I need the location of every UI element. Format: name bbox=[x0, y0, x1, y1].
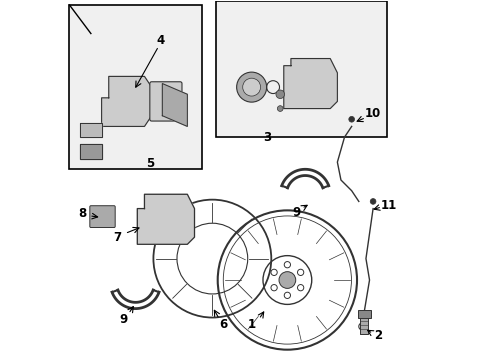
Circle shape bbox=[348, 116, 354, 122]
Circle shape bbox=[279, 272, 295, 288]
Text: 10: 10 bbox=[364, 107, 381, 120]
Text: 5: 5 bbox=[145, 157, 154, 170]
Polygon shape bbox=[102, 76, 151, 126]
Polygon shape bbox=[283, 59, 337, 109]
Bar bbox=[357, 310, 370, 318]
Text: 1: 1 bbox=[247, 318, 255, 331]
Polygon shape bbox=[80, 144, 102, 158]
Text: 9: 9 bbox=[119, 313, 127, 326]
Circle shape bbox=[275, 90, 284, 99]
Bar bbox=[359, 314, 367, 334]
Text: 7: 7 bbox=[113, 231, 122, 244]
Text: 4: 4 bbox=[156, 34, 164, 47]
Text: 8: 8 bbox=[78, 207, 86, 220]
Circle shape bbox=[358, 323, 365, 330]
FancyBboxPatch shape bbox=[149, 82, 182, 121]
Polygon shape bbox=[162, 84, 187, 126]
Text: 11: 11 bbox=[380, 198, 396, 212]
Bar bbox=[69, 5, 201, 169]
Polygon shape bbox=[137, 194, 194, 244]
FancyBboxPatch shape bbox=[90, 206, 115, 228]
Text: 9: 9 bbox=[291, 206, 300, 219]
Text: 3: 3 bbox=[263, 131, 271, 144]
Circle shape bbox=[236, 72, 266, 102]
Text: 2: 2 bbox=[374, 329, 382, 342]
Bar bbox=[216, 1, 386, 137]
Polygon shape bbox=[80, 123, 102, 137]
Circle shape bbox=[242, 78, 260, 96]
Circle shape bbox=[369, 199, 375, 204]
Circle shape bbox=[277, 106, 283, 111]
Text: 6: 6 bbox=[219, 318, 227, 331]
